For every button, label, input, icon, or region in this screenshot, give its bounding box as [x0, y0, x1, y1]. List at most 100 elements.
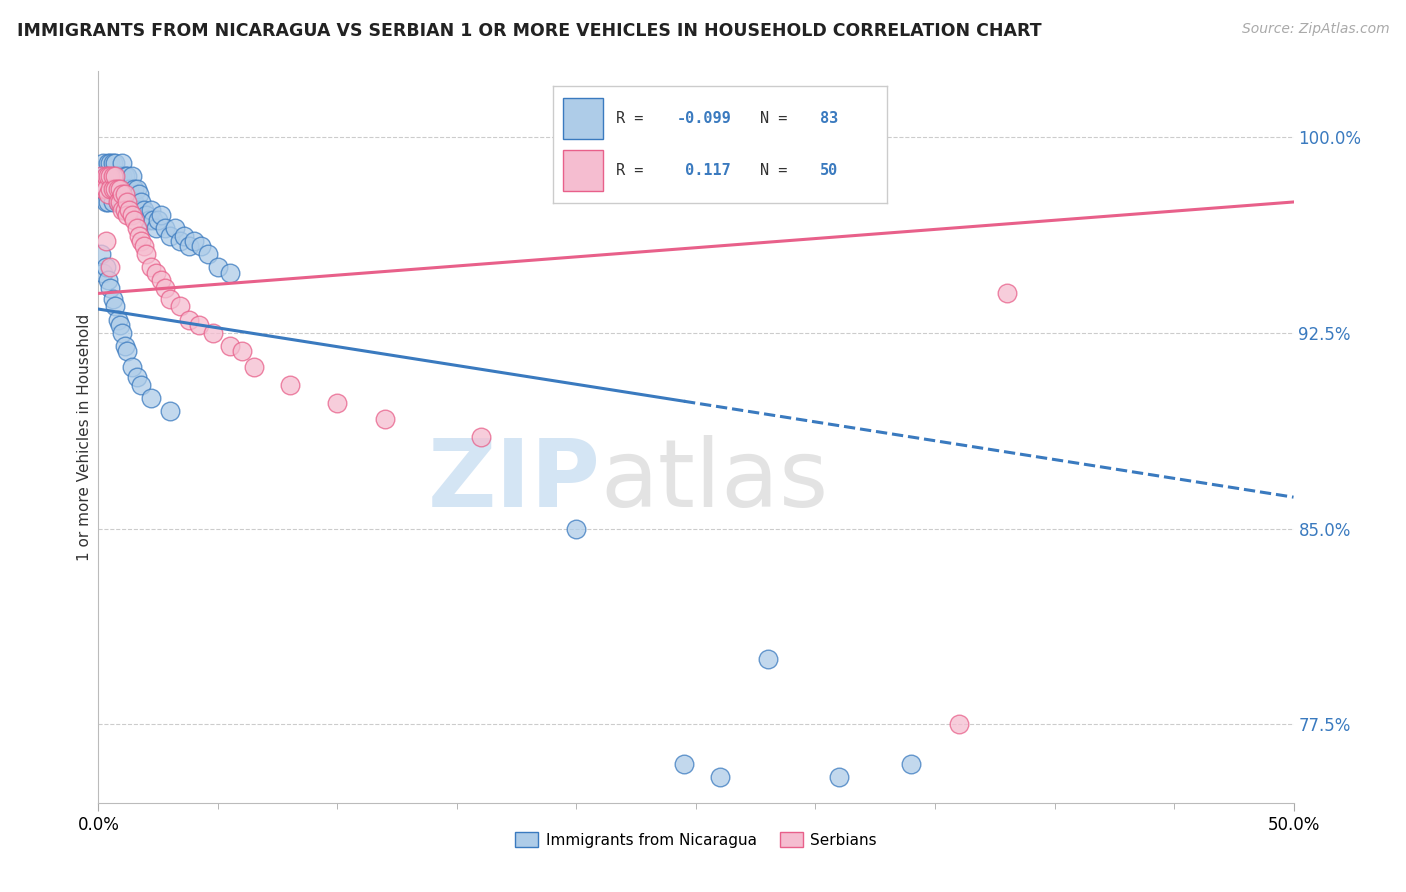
- Point: [94, 182, 117, 196]
- Point: [98, 169, 122, 183]
- Point: [111, 202, 134, 217]
- Point: [148, 213, 170, 227]
- Point: [104, 169, 127, 183]
- Point: [128, 202, 150, 217]
- Point: [98, 281, 122, 295]
- Point: [948, 717, 970, 731]
- Point: [111, 155, 134, 169]
- Point: [121, 169, 143, 183]
- Point: [138, 213, 160, 227]
- Point: [114, 169, 136, 183]
- Point: [97, 169, 120, 183]
- Point: [90, 169, 112, 183]
- Point: [107, 182, 129, 196]
- Point: [145, 265, 167, 279]
- Point: [374, 411, 396, 425]
- Point: [124, 182, 146, 196]
- Point: [111, 169, 134, 183]
- Text: atlas: atlas: [600, 435, 828, 527]
- Point: [131, 377, 153, 392]
- Point: [94, 169, 117, 183]
- Point: [91, 182, 114, 196]
- Point: [125, 182, 148, 196]
- Point: [111, 187, 134, 202]
- Point: [98, 260, 122, 275]
- Point: [132, 239, 155, 253]
- Point: [135, 247, 157, 261]
- Text: IMMIGRANTS FROM NICARAGUA VS SERBIAN 1 OR MORE VEHICLES IN HOUSEHOLD CORRELATION: IMMIGRANTS FROM NICARAGUA VS SERBIAN 1 O…: [17, 22, 1042, 40]
- Point: [94, 234, 117, 248]
- Point: [207, 260, 229, 275]
- Point: [231, 343, 253, 358]
- Point: [118, 194, 141, 209]
- Point: [179, 239, 201, 253]
- Point: [183, 234, 205, 248]
- Point: [114, 202, 136, 217]
- Point: [121, 208, 143, 222]
- Point: [114, 187, 136, 202]
- Point: [108, 182, 131, 196]
- Point: [709, 770, 731, 784]
- Point: [104, 182, 127, 196]
- Point: [565, 521, 588, 535]
- Point: [101, 194, 124, 209]
- Point: [111, 194, 134, 209]
- Point: [131, 194, 153, 209]
- Point: [97, 194, 120, 209]
- Point: [118, 202, 141, 217]
- Point: [91, 182, 114, 196]
- Point: [94, 169, 117, 183]
- Legend: Immigrants from Nicaragua, Serbians: Immigrants from Nicaragua, Serbians: [509, 825, 883, 854]
- Point: [115, 208, 138, 222]
- Point: [159, 228, 181, 243]
- Point: [101, 155, 124, 169]
- Point: [190, 239, 212, 253]
- Point: [187, 318, 209, 332]
- Point: [111, 326, 134, 340]
- Text: Source: ZipAtlas.com: Source: ZipAtlas.com: [1241, 22, 1389, 37]
- Point: [145, 221, 167, 235]
- Point: [97, 187, 120, 202]
- Point: [121, 359, 143, 374]
- Point: [900, 756, 922, 771]
- Point: [101, 169, 124, 183]
- Point: [131, 234, 153, 248]
- Point: [128, 228, 150, 243]
- Point: [326, 396, 349, 410]
- Text: ZIP: ZIP: [427, 435, 600, 527]
- Point: [219, 265, 242, 279]
- Point: [673, 756, 696, 771]
- Point: [124, 213, 146, 227]
- Point: [125, 221, 148, 235]
- Point: [149, 208, 172, 222]
- Point: [163, 221, 186, 235]
- Point: [179, 312, 201, 326]
- Point: [107, 194, 129, 209]
- Point: [159, 292, 181, 306]
- Point: [114, 338, 136, 352]
- Point: [470, 430, 492, 444]
- Point: [97, 155, 120, 169]
- Point: [97, 169, 120, 183]
- Point: [91, 155, 114, 169]
- Point: [202, 326, 225, 340]
- Point: [90, 169, 112, 183]
- Point: [243, 359, 266, 374]
- Point: [98, 182, 122, 196]
- Point: [219, 338, 242, 352]
- Point: [107, 169, 129, 183]
- Point: [98, 169, 122, 183]
- Point: [128, 187, 150, 202]
- Point: [108, 182, 131, 196]
- Point: [159, 404, 181, 418]
- Point: [115, 194, 138, 209]
- Y-axis label: 1 or more Vehicles in Household: 1 or more Vehicles in Household: [77, 313, 91, 561]
- Point: [101, 182, 124, 196]
- Point: [139, 260, 162, 275]
- Point: [169, 234, 191, 248]
- Point: [125, 370, 148, 384]
- Point: [135, 208, 157, 222]
- Point: [94, 182, 117, 196]
- Point: [118, 182, 141, 196]
- Point: [995, 286, 1018, 301]
